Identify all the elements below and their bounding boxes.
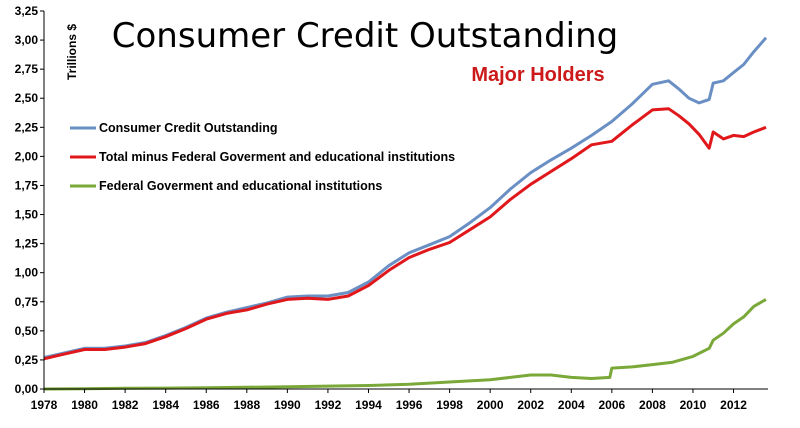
y-tick-label: 0,00 xyxy=(15,382,39,396)
x-tick-label: 1996 xyxy=(396,398,423,412)
x-tick-label: 2000 xyxy=(477,398,504,412)
x-tick-label: 2002 xyxy=(517,398,544,412)
y-tick-label: 2,50 xyxy=(15,91,39,105)
x-tick-label: 1982 xyxy=(112,398,139,412)
y-tick-label: 0,50 xyxy=(15,324,39,338)
y-tick-label: 3,00 xyxy=(15,33,39,47)
y-tick-labels: 0,00 0,25 0,50 0,75 1,00 1,25 1,50 1,75 2,00 2,25… xyxy=(15,4,44,396)
legend-label-0: Consumer Credit Outstanding xyxy=(99,121,277,135)
x-tick-label: 2006 xyxy=(598,398,625,412)
x-tick-label: 1978 xyxy=(31,398,58,412)
y-tick-label: 3,25 xyxy=(15,4,39,18)
chart-title: Consumer Credit Outstanding xyxy=(112,16,618,56)
y-tick-label: 1,75 xyxy=(15,178,39,192)
x-tick-label: 2010 xyxy=(680,398,707,412)
x-tick-label: 1992 xyxy=(315,398,342,412)
y-axis-label: Trillions $ xyxy=(65,24,79,80)
series-line-0 xyxy=(43,36,768,360)
series-line-2 xyxy=(43,298,767,391)
x-tick-label: 1988 xyxy=(233,398,260,412)
y-tick-label: 2,25 xyxy=(15,120,39,134)
y-tick-label: 1,25 xyxy=(15,237,39,251)
x-tick-label: 2004 xyxy=(558,398,585,412)
y-tick-label: 0,75 xyxy=(15,295,39,309)
y-tick-label: 0,25 xyxy=(15,353,39,367)
x-tick-label: 1994 xyxy=(355,398,382,412)
x-tick-labels: 1978 1980 1982 1984 1986 1988 1990 1992 1994 1996… xyxy=(31,389,747,412)
legend-label-1: Total minus Federal Goverment and educat… xyxy=(99,150,455,164)
plot-lines xyxy=(43,36,768,391)
x-tick-label: 1998 xyxy=(436,398,463,412)
y-tick-label: 2,00 xyxy=(15,149,39,163)
legend: Consumer Credit Outstanding Total minus F… xyxy=(70,121,455,193)
legend-label-2: Federal Goverment and educational instit… xyxy=(99,179,382,193)
chart-subtitle: Major Holders xyxy=(471,64,604,86)
y-tick-label: 2,75 xyxy=(15,62,39,76)
x-tick-label: 2012 xyxy=(720,398,747,412)
x-tick-label: 1984 xyxy=(152,398,179,412)
x-tick-label: 1990 xyxy=(274,398,301,412)
series-line-1 xyxy=(43,107,767,361)
y-tick-label: 1,50 xyxy=(15,208,39,222)
x-tick-label: 2008 xyxy=(639,398,666,412)
y-tick-label: 1,00 xyxy=(15,266,39,280)
x-tick-label: 1980 xyxy=(71,398,98,412)
x-tick-label: 1986 xyxy=(193,398,220,412)
